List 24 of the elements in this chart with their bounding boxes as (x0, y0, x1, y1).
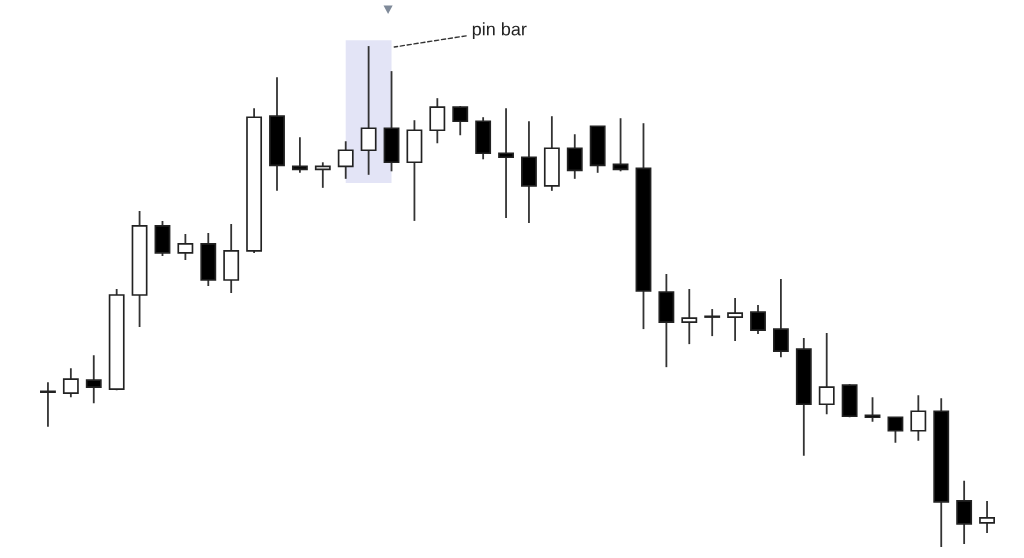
candlestick (956, 479, 973, 545)
candlestick (704, 308, 721, 338)
candlestick (750, 304, 766, 336)
candlestick (337, 140, 354, 180)
candlestick (979, 499, 995, 534)
candlestick (910, 394, 927, 442)
candlestick (612, 117, 629, 173)
candlestick (566, 133, 583, 180)
candlestick (772, 278, 789, 359)
candlestick (360, 45, 377, 176)
candlestick (887, 416, 904, 444)
candlestick (864, 396, 881, 423)
text: pin bar (472, 22, 527, 40)
candlestick (85, 354, 102, 405)
candlestick (452, 105, 469, 137)
candlestick (818, 332, 835, 416)
candlestick (681, 288, 698, 346)
candlestick (498, 107, 514, 219)
candlestick (314, 161, 331, 189)
candlestick (429, 97, 446, 145)
candlestick (62, 367, 79, 399)
candlestick (291, 136, 308, 174)
candlestick (177, 233, 194, 261)
candlestick (727, 297, 744, 343)
